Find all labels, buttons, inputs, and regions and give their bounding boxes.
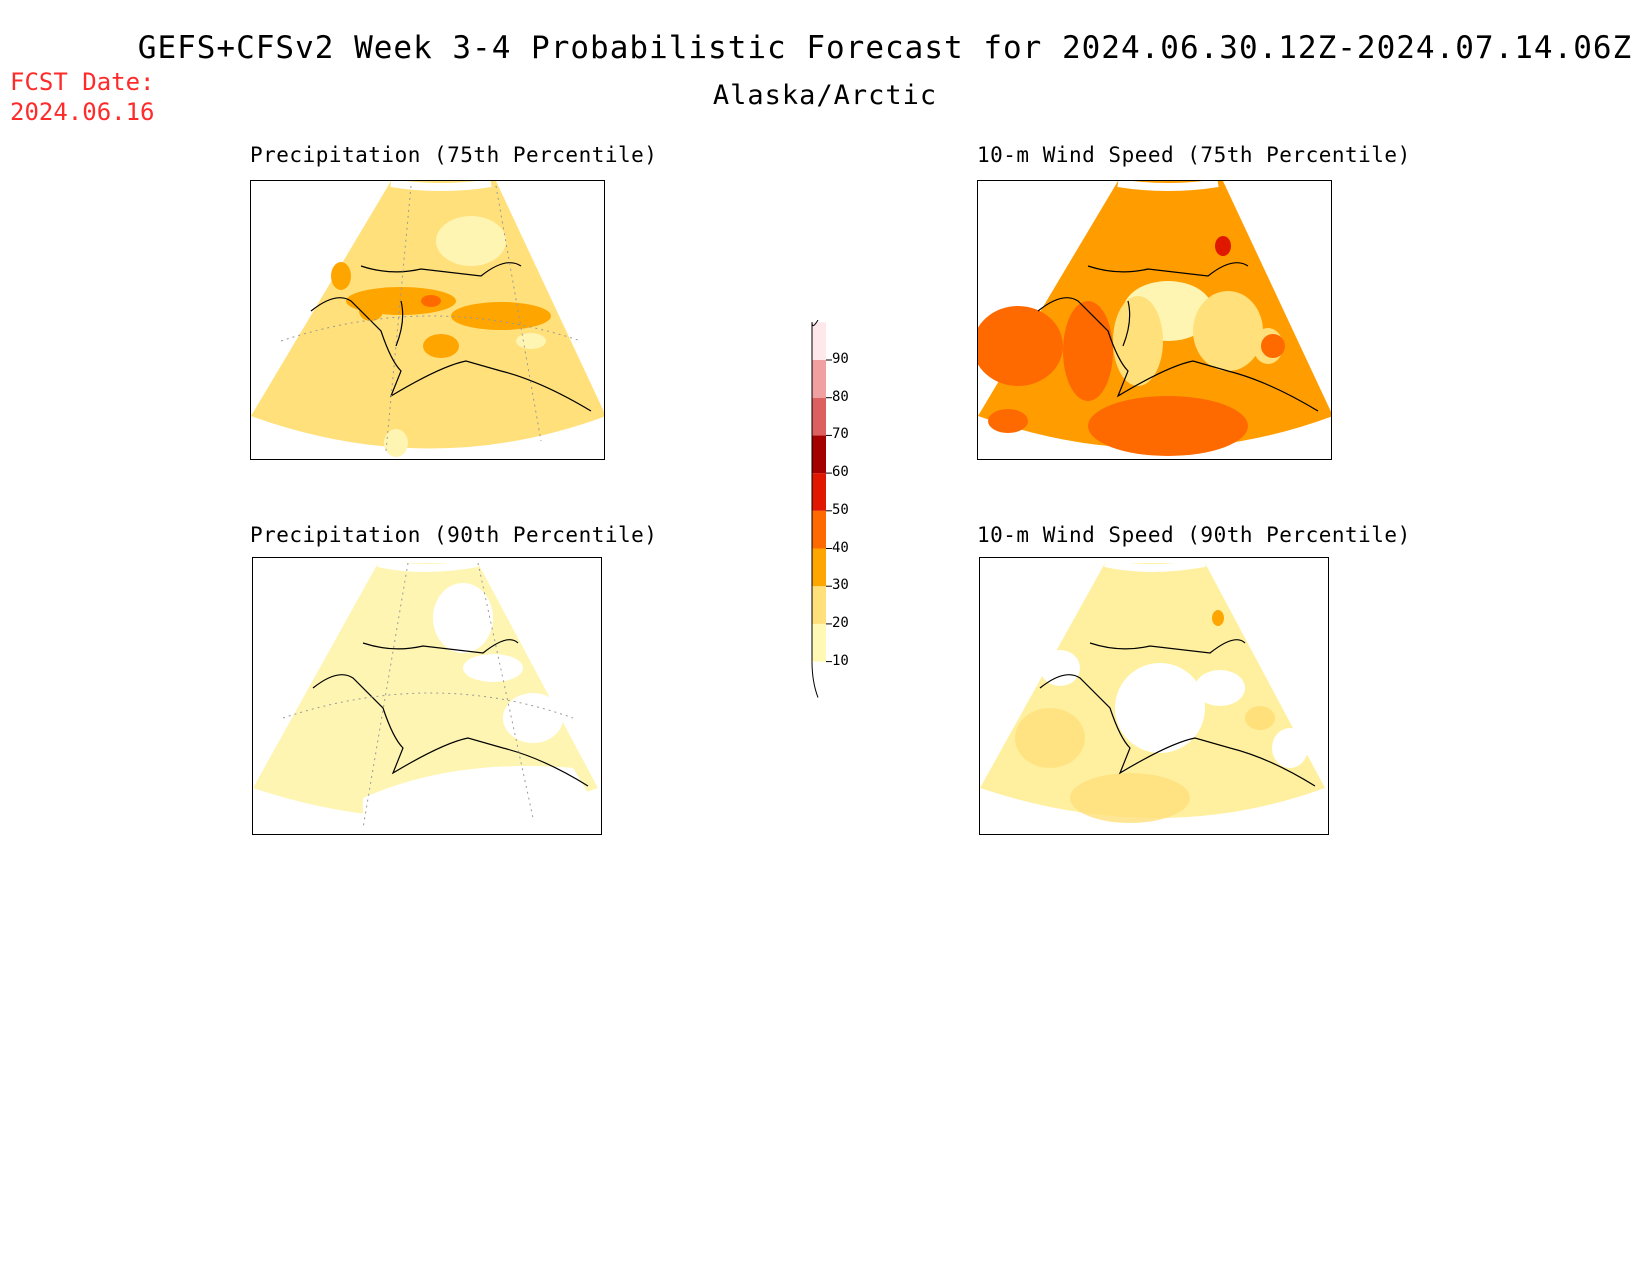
panel-title-wind75: 10-m Wind Speed (75th Percentile) [977,143,1411,167]
map-panel-wind75 [977,180,1332,460]
map-precip75 [251,181,604,457]
map-wind75 [978,181,1331,456]
page-title: GEFS+CFSv2 Week 3-4 Probabilistic Foreca… [137,30,1633,66]
legend-swatch-5 [812,473,826,511]
legend-swatch-2 [812,586,826,624]
legend-label-60: 60 [832,464,849,481]
panel-title-precip90: Precipitation (90th Percentile) [250,523,658,547]
legend-colorbar [811,319,832,698]
legend-tail-bottom [811,661,819,698]
legend-swatch-6 [812,435,826,474]
page-subtitle: Alaska/Arctic [712,80,938,111]
legend-label-90: 90 [832,351,849,367]
fcst-date-label: FCST Date: [10,68,155,96]
forecast-field-precip75 [251,181,604,449]
map-panel-precip90 [252,557,602,835]
color-legend: 10 20 30 40 50 60 70 80 90 [810,319,890,740]
legend-label-50: 50 [832,501,849,518]
legend-swatch-8 [812,360,826,398]
map-precip90 [253,559,598,834]
legend-label-30: 30 [832,577,849,594]
legend-label-40: 40 [832,539,849,556]
map-panel-precip75 [250,180,605,460]
legend-label-80: 80 [832,388,849,405]
legend-label-20: 20 [832,614,849,631]
map-panel-wind90 [979,557,1329,835]
legend-swatch-7 [812,397,826,436]
panel-title-wind90: 10-m Wind Speed (90th Percentile) [977,523,1411,547]
legend-label-10: 10 [832,652,849,669]
fcst-date-value: 2024.06.16 [10,98,155,126]
legend-swatch-9 [812,322,826,360]
legend-label-70: 70 [832,426,849,443]
legend-swatch-1 [812,623,826,662]
map-wind90 [980,559,1325,823]
legend-swatch-4 [812,510,826,549]
panel-title-precip75: Precipitation (75th Percentile) [250,143,658,167]
legend-tail-top [811,319,819,327]
legend-swatch-3 [812,548,826,587]
